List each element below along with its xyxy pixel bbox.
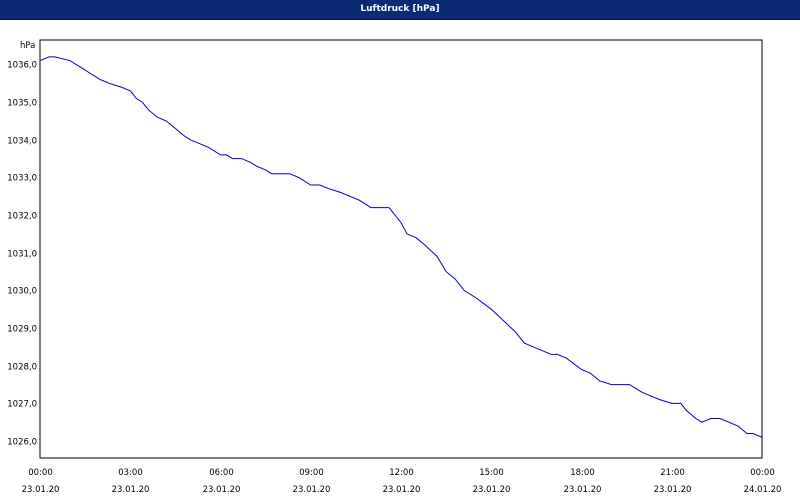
x-tick-date: 23.01.20 bbox=[473, 485, 511, 495]
line-layer bbox=[39, 56, 763, 438]
plot-frame bbox=[39, 39, 763, 459]
x-tick-time: 06:00 bbox=[209, 468, 234, 478]
x-tick-date: 23.01.20 bbox=[293, 485, 331, 495]
x-tick-time: 00:00 bbox=[750, 468, 775, 478]
x-tick-time: 00:00 bbox=[28, 468, 53, 478]
y-tick-label: 1028,0 bbox=[7, 363, 37, 373]
chart-title: Luftdruck [hPa] bbox=[0, 0, 800, 20]
y-tick-label: 1035,0 bbox=[7, 99, 37, 109]
y-tick-label: 1029,0 bbox=[7, 325, 37, 335]
y-tick-label: 1032,0 bbox=[7, 212, 37, 222]
axes-layer bbox=[39, 39, 763, 459]
x-tick-date: 23.01.20 bbox=[654, 485, 692, 495]
pressure-series-line bbox=[39, 56, 763, 438]
y-tick-label: 1034,0 bbox=[7, 137, 37, 147]
x-tick-time: 21:00 bbox=[660, 468, 685, 478]
x-tick-time: 15:00 bbox=[479, 468, 504, 478]
x-tick-time: 09:00 bbox=[299, 468, 324, 478]
y-axis-label: hPa bbox=[20, 41, 35, 51]
x-tick-date: 23.01.20 bbox=[203, 485, 241, 495]
x-tick-time: 18:00 bbox=[570, 468, 595, 478]
y-tick-label: 1026,0 bbox=[7, 438, 37, 448]
y-tick-label: 1033,0 bbox=[7, 174, 37, 184]
x-tick-time: 12:00 bbox=[389, 468, 414, 478]
label-layer: 1026,0 1027,0 1028,0 1029,0 1030,0 1031,0 1032… bbox=[7, 41, 781, 495]
x-tick-date: 23.01.20 bbox=[383, 485, 421, 495]
y-tick-label: 1030,0 bbox=[7, 287, 37, 297]
y-tick-label: 1027,0 bbox=[7, 400, 37, 410]
x-tick-date: 23.01.20 bbox=[564, 485, 602, 495]
y-tick-label: 1031,0 bbox=[7, 250, 37, 260]
x-tick-date: 23.01.20 bbox=[112, 485, 150, 495]
x-tick-time: 03:00 bbox=[118, 468, 143, 478]
x-tick-date: 23.01.20 bbox=[22, 485, 60, 495]
x-tick-date: 24.01.20 bbox=[744, 485, 782, 495]
y-tick-label: 1036,0 bbox=[7, 61, 37, 71]
